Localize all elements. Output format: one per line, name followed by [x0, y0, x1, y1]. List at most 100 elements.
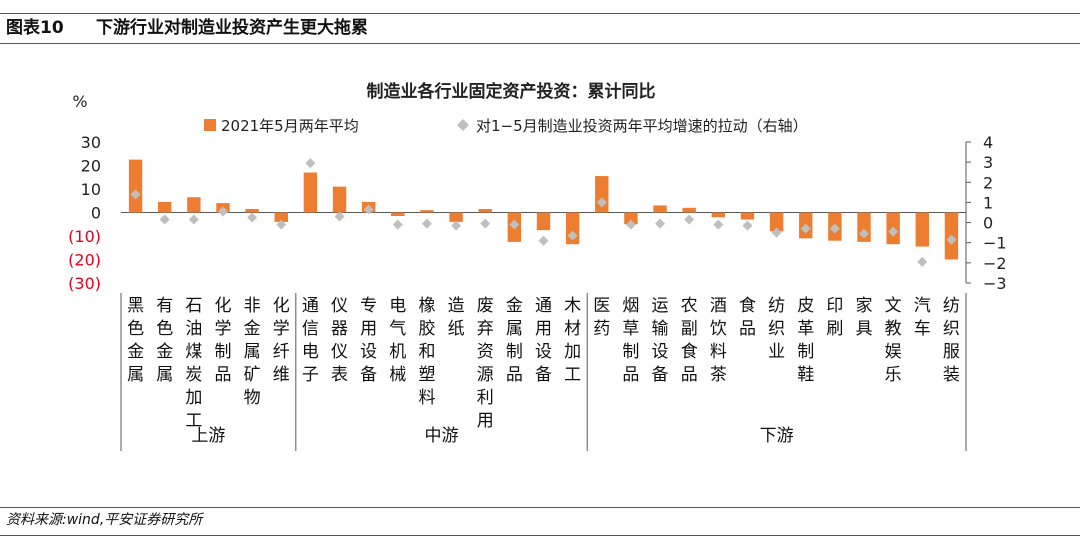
- y-right-tick-label: 3: [983, 153, 993, 172]
- category-label: 食品: [739, 296, 756, 339]
- legend-bar-swatch: [204, 119, 216, 131]
- y-axis-left: 30 20 10 0 (10) (20) (30): [68, 133, 101, 293]
- y-right-tick-label: −3: [983, 274, 1007, 293]
- marker-金属制品: [509, 219, 520, 230]
- marker-食品: [742, 220, 753, 231]
- marker-运输设备: [655, 218, 666, 229]
- bar-食品: [740, 212, 755, 220]
- bar-有色金属: [158, 201, 172, 213]
- legend-marker-swatch: [457, 119, 469, 131]
- bar-电气机械: [391, 212, 405, 217]
- footer-rule: [0, 507, 1080, 508]
- category-label: 皮革制鞋: [797, 296, 814, 385]
- category-label: 汽车: [914, 296, 931, 339]
- bar-造纸: [449, 212, 463, 222]
- category-label: 有色金属: [156, 296, 173, 385]
- marker-仪器仪表: [334, 211, 345, 222]
- marker-皮革制鞋: [800, 223, 811, 234]
- category-label: 烟草制品: [622, 296, 639, 385]
- marker-石油煤炭加工: [188, 214, 199, 225]
- marker-化学纤维: [276, 219, 287, 230]
- category-label: 橡胶和塑料: [418, 296, 435, 408]
- category-label: 通信电子: [302, 296, 319, 385]
- category-label: 化学制品: [214, 296, 231, 385]
- bar-农副食品: [682, 207, 696, 213]
- bar-汽车: [915, 212, 929, 247]
- marker-通信电子: [305, 158, 316, 169]
- category-label: 化学纤维: [273, 296, 290, 385]
- y-right-tick-label: 0: [983, 214, 993, 233]
- y-right-tick-label: 2: [983, 173, 993, 192]
- y-right-tick-label: −1: [983, 234, 1007, 253]
- category-label: 造纸: [448, 296, 465, 339]
- category-label: 家具: [856, 296, 873, 339]
- marker-酒饮料茶: [713, 219, 724, 230]
- category-label: 农副食品: [681, 296, 698, 385]
- marker-造纸: [451, 220, 462, 231]
- bar-烟草制品: [624, 212, 638, 225]
- category-label: 木材加工: [564, 296, 581, 385]
- marker-家具: [859, 228, 870, 239]
- marker-纺织业: [771, 227, 782, 238]
- category-label: 非金属矿物: [244, 296, 261, 408]
- category-label: 黑色金属: [127, 296, 144, 385]
- marker-有色金属: [159, 214, 170, 225]
- marker-医药: [596, 197, 607, 208]
- bar-化学纤维: [274, 212, 288, 222]
- marker-烟草制品: [625, 219, 636, 230]
- marker-纺织服装: [946, 234, 957, 245]
- category-label: 仪器仪表: [331, 296, 348, 385]
- marker-黑色金属: [130, 189, 141, 200]
- bar-非金属矿物: [245, 208, 259, 213]
- bar-纺织业: [769, 212, 784, 232]
- source-note: 资料来源:wind,平安证券研究所: [6, 512, 203, 528]
- footer-bottom-rule: [0, 535, 1080, 536]
- legend-bar-label: 2021年5月两年平均: [221, 117, 359, 135]
- category-label: 纺织服装: [943, 296, 960, 385]
- bar-橡胶和塑料: [420, 210, 434, 213]
- y-left-tick-label: 0: [91, 204, 101, 223]
- category-label: 纺织业: [768, 296, 785, 362]
- group-label: 中游: [425, 426, 459, 446]
- figure-label: 图表10: [6, 18, 64, 38]
- marker-专用设备: [363, 204, 374, 215]
- bar-黑色金属: [128, 159, 143, 213]
- category-label: 酒饮料茶: [710, 296, 727, 385]
- y-left-tick-label: 20: [81, 157, 101, 176]
- category-label: 金属制品: [506, 296, 523, 385]
- y-left-tick-label: (30): [68, 274, 101, 293]
- bar-通信电子: [303, 172, 318, 213]
- y-left-tick-label: 10: [81, 180, 101, 199]
- marker-废弃资源利用: [480, 218, 491, 229]
- marker-汽车: [917, 256, 928, 267]
- bar-通用设备: [536, 212, 551, 231]
- header-bottom-rule: [0, 43, 1080, 44]
- category-groups: 上游 中游 下游: [120, 293, 967, 451]
- category-label: 石油煤炭加工: [185, 296, 202, 431]
- y-right-tick-label: 1: [983, 193, 993, 212]
- chart-title: 制造业各行业固定资产投资：累计同比: [367, 81, 656, 102]
- x-category-labels: 黑色金属有色金属石油煤炭加工化学制品非金属矿物化学纤维通信电子仪器仪表专用设备电…: [127, 296, 960, 431]
- marker-化学制品: [217, 206, 228, 217]
- bar-运输设备: [653, 205, 667, 213]
- category-label: 文教娱乐: [885, 296, 902, 385]
- marker-通用设备: [538, 235, 549, 246]
- figure-title: 下游行业对制造业投资产生更大拖累: [96, 18, 368, 38]
- group-label: 上游: [191, 426, 225, 446]
- bar-废弃资源利用: [478, 208, 492, 213]
- bar-石油煤炭加工: [187, 197, 201, 213]
- marker-电气机械: [392, 219, 403, 230]
- marker-非金属矿物: [247, 212, 258, 223]
- marker-series: [130, 158, 957, 267]
- category-label: 电气机械: [389, 296, 406, 385]
- bar-仪器仪表: [332, 186, 347, 213]
- header-top-rule: [0, 13, 1080, 14]
- marker-橡胶和塑料: [421, 218, 432, 229]
- y-left-tick-label: (10): [68, 227, 101, 246]
- category-label: 运输设备: [652, 296, 669, 385]
- category-label: 专用设备: [360, 296, 377, 385]
- legend-marker-label: 对1−5月制造业投资两年平均增速的拉动（右轴）: [476, 117, 808, 135]
- category-label: 废弃资源利用: [477, 296, 494, 431]
